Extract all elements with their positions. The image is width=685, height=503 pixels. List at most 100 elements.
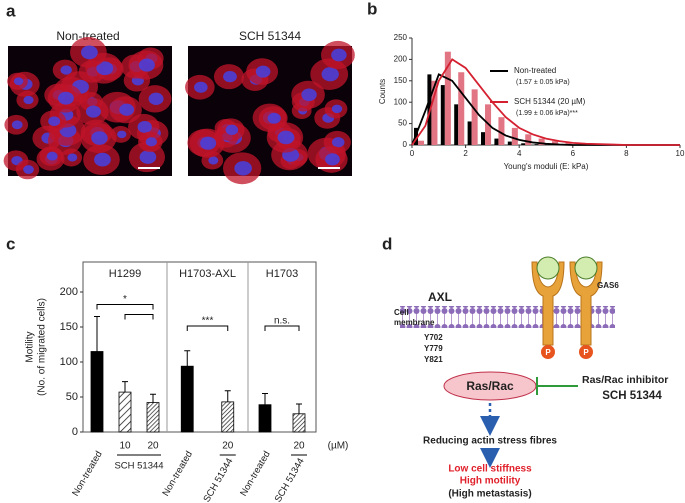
nucleus: [148, 92, 164, 105]
outcome-label: High motility: [460, 476, 521, 487]
phospho-site: [579, 345, 593, 359]
error-bar: [296, 403, 302, 414]
nucleus: [23, 95, 34, 105]
diagram: [400, 256, 615, 468]
y-tick-label: 0: [72, 426, 78, 438]
bar: [525, 134, 532, 145]
nucleus: [267, 112, 281, 124]
x-label: SCH 51344: [273, 456, 307, 503]
membrane-label: membrane: [394, 318, 435, 327]
residue: Y779: [424, 344, 443, 353]
bar: [471, 89, 478, 145]
dose-label: 20: [222, 441, 234, 452]
x-label: Non-treated: [160, 449, 195, 498]
significance: *: [123, 294, 127, 305]
error-bar: [262, 393, 268, 405]
y-tick-label: 0: [403, 140, 408, 149]
effector-label: Ras/Rac: [466, 379, 514, 393]
y-tick-label: 100: [60, 356, 78, 368]
x-tick-label: 8: [624, 149, 629, 158]
nucleus: [60, 65, 72, 75]
nucleus: [137, 121, 152, 133]
phospho-site: [541, 345, 555, 359]
bar: [538, 138, 545, 145]
nucleus: [67, 153, 78, 162]
x-tick-label: 6: [571, 149, 576, 158]
bracket: [124, 314, 154, 320]
legend-label: SCH 51344 (20 µM): [514, 97, 586, 106]
nucleus: [325, 153, 340, 166]
x-tick-label: 10: [676, 149, 685, 158]
y-tick-label: 200: [60, 286, 78, 298]
nucleus: [96, 61, 114, 76]
nucleus: [85, 105, 101, 118]
inhibitor-label: SCH 51344: [602, 390, 662, 402]
nucleus: [194, 81, 208, 93]
bracket: [264, 325, 300, 331]
phospho-label: P: [545, 348, 551, 357]
bar: [146, 402, 160, 433]
significance: n.s.: [274, 316, 290, 327]
nucleus: [208, 156, 219, 165]
legend-note: (1.57 ± 0.05 kPa): [516, 79, 570, 86]
nucleus: [145, 137, 157, 147]
ligand: [536, 256, 560, 280]
x-label: Non-treated: [70, 449, 105, 498]
bar: [458, 72, 465, 145]
nucleus: [119, 103, 135, 116]
bar: [507, 141, 512, 145]
receptor: [531, 261, 603, 346]
x-label: SCH 51344: [114, 461, 163, 472]
residue: Y821: [424, 355, 443, 364]
nucleus: [58, 91, 74, 105]
y-tick-label: 150: [394, 76, 408, 85]
nucleus: [223, 71, 237, 83]
receptor-label: AXL: [428, 290, 452, 304]
x-label: Non-treated: [238, 449, 273, 498]
nucleus: [234, 161, 252, 176]
bracket: [96, 304, 154, 310]
image-title: Non-treated: [56, 29, 119, 43]
bar: [521, 143, 526, 145]
nucleus: [80, 45, 98, 60]
dose-label: 20: [293, 441, 305, 452]
error-bar: [122, 381, 128, 393]
nucleus: [13, 77, 24, 86]
nucleus: [46, 151, 58, 161]
nucleus: [331, 104, 343, 114]
bar: [498, 117, 505, 145]
y-axis-title: Motility: [25, 331, 36, 362]
nucleus: [301, 88, 317, 102]
panel-label: a: [6, 1, 16, 20]
ligand: [574, 256, 598, 280]
group-label: H1703-AXL: [179, 268, 236, 280]
group-label: H1703: [266, 268, 298, 280]
bar: [454, 104, 459, 145]
nucleus: [225, 124, 239, 135]
x-tick-label: 4: [517, 149, 522, 158]
nucleus: [277, 130, 295, 145]
legend-label: Non-treated: [514, 66, 556, 75]
bar: [418, 140, 425, 145]
nucleus: [331, 48, 347, 62]
nucleus: [48, 116, 61, 127]
inhibitor-label: Ras/Rac inhibitor: [582, 374, 668, 386]
y-axis-title: (No. of migrated cells): [37, 298, 48, 396]
y-tick-label: 50: [66, 391, 78, 403]
outcome-note: (High metastasis): [448, 489, 531, 500]
dose-label: 10: [119, 441, 131, 452]
nucleus: [331, 137, 345, 148]
bar: [180, 365, 194, 433]
nucleus: [11, 120, 23, 130]
bar: [534, 144, 539, 145]
nucleus: [139, 150, 157, 164]
panel-label: c: [6, 234, 15, 253]
x-tick-label: 0: [410, 149, 415, 158]
bar: [511, 127, 518, 145]
x-axis-title: Young's moduli (E: kPa): [504, 162, 589, 171]
error-bar: [150, 393, 156, 403]
outcome-label: Low cell stiffness: [448, 464, 532, 475]
nucleus: [321, 67, 339, 82]
bar: [494, 138, 499, 145]
